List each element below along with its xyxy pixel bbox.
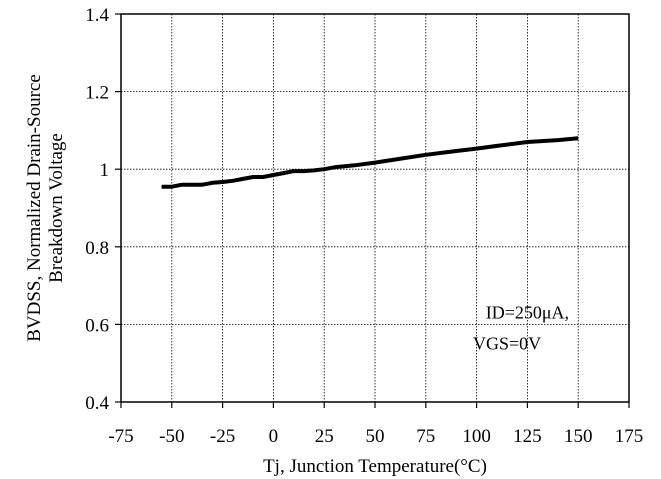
y-tick-label: 0.6 [85, 315, 109, 336]
y-axis-title-line-2: Breakdown Voltage [46, 133, 67, 283]
condition-annotation: ID=250μA, VGS=0V [473, 303, 569, 354]
series-layer [161, 136, 579, 189]
ticks [115, 13, 630, 408]
x-tick-label: -75 [108, 426, 133, 447]
annotation-line-1: ID=250μA, [486, 303, 569, 323]
y-tick-label: 0.4 [85, 393, 109, 414]
grid [121, 14, 629, 402]
x-tick-label: -25 [210, 426, 235, 447]
x-tick-label: 75 [416, 426, 435, 447]
x-tick-label: 150 [564, 426, 593, 447]
y-axis-title-line-1: BVDSS, Normalized Drain-Source [24, 74, 45, 342]
y-tick-label: 1.4 [85, 5, 109, 26]
x-tick-label: 175 [615, 426, 644, 447]
x-tick-label: 50 [366, 426, 385, 447]
x-tick-label: 0 [269, 426, 279, 447]
x-tick-label: 25 [315, 426, 334, 447]
series-line [161, 136, 579, 189]
x-tick-label: -50 [159, 426, 184, 447]
annotation-line-2: VGS=0V [473, 334, 541, 354]
y-axis-title: BVDSS, Normalized Drain-Source Breakdown… [24, 74, 67, 342]
x-tick-label: 125 [513, 426, 542, 447]
x-tick-label: 100 [462, 426, 491, 447]
y-tick-label: 0.8 [85, 238, 109, 259]
y-tick-labels: 0.4 0.6 0.8 1 1.2 1.4 [85, 5, 109, 414]
y-tick-label: 1 [100, 160, 110, 181]
y-tick-label: 1.2 [85, 83, 109, 104]
x-tick-labels: -75 -50 -25 0 25 50 75 100 125 150 175 [108, 426, 643, 447]
x-axis-title: Tj, Junction Temperature(°C) [263, 456, 487, 477]
